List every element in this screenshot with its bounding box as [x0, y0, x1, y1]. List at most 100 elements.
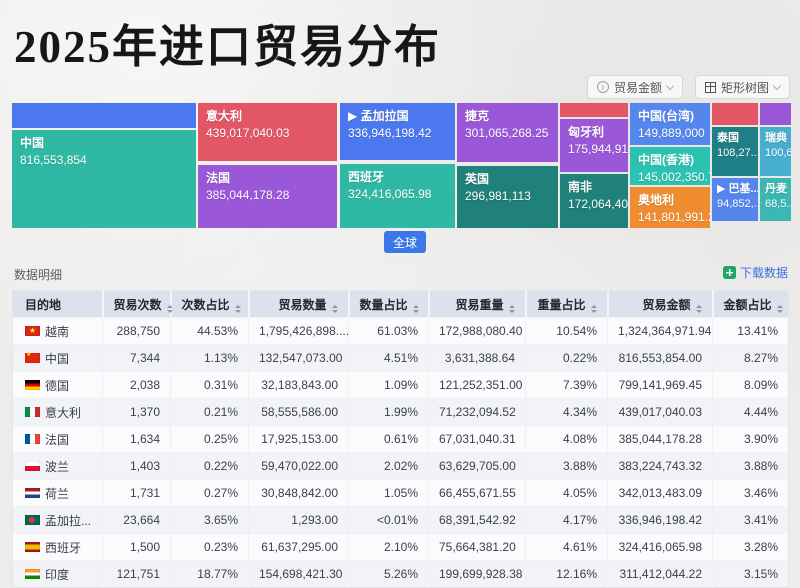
destination-cell: 中国 [12, 344, 103, 372]
sort-icon[interactable] [166, 304, 173, 313]
value-cell: 75,664,381.20 [428, 533, 526, 561]
sort-icon[interactable] [590, 304, 597, 313]
table-row[interactable]: 波兰 1,403 0.22% 59,470,022.00 2.02% 63,629,705… [12, 452, 789, 480]
treemap-node-9[interactable]: 匈牙利 175,944,910.58 [560, 119, 628, 172]
treemap-node-value: 385,044,178.28 [206, 188, 290, 202]
flag-icon-bd [25, 515, 40, 525]
column-header-label: 贸易重量 [455, 297, 504, 312]
treemap-node-8[interactable] [560, 103, 628, 117]
flag-icon-es [25, 542, 40, 552]
flag-icon-vn [25, 326, 40, 337]
table-row[interactable]: 荷兰 1,731 0.27% 30,848,842.00 1.05% 66,455,671… [12, 479, 789, 507]
treemap-node-3[interactable]: 法国 385,044,178.28 [198, 165, 337, 228]
excel-file-icon [722, 266, 736, 279]
value-cell: 4.44% [712, 398, 789, 426]
column-header-6[interactable]: 重量占比 [524, 290, 608, 318]
sort-icon[interactable] [695, 304, 702, 313]
treemap-node-16[interactable]: 泰国 108,27... [712, 127, 758, 176]
table-row[interactable]: 印度 121,751 18.77% 154,698,421.30 5.26% 199,69… [12, 560, 789, 588]
value-cell: 61,637,295.00 [248, 533, 349, 561]
treemap-node-7[interactable]: 英国 296,981,113 [457, 166, 558, 228]
treemap-node-19[interactable]: 丹麦 68,5... [760, 178, 791, 221]
chevron-down-icon [665, 81, 675, 90]
value-cell: 32,183,843.00 [248, 371, 349, 399]
value-cell: 121,751 [102, 560, 171, 588]
table-row[interactable]: 德国 2,038 0.31% 32,183,843.00 1.09% 121,252,35… [12, 371, 789, 399]
value-cell: 1.09% [348, 371, 429, 399]
treemap-root-button[interactable]: 全球 [384, 231, 426, 253]
flag-icon-in [25, 569, 40, 579]
destination-cell: 西班牙 [12, 533, 103, 561]
section-title: 数据明细 [14, 268, 63, 282]
treemap-node-10[interactable]: 南非 172,064,407.59 [560, 174, 628, 228]
metric-selector[interactable]: 贸易金额 [586, 75, 683, 99]
column-header-8[interactable]: 金额占比 [711, 290, 789, 318]
value-cell: 3.46% [712, 479, 789, 507]
treemap-node-label: 西班牙 [348, 170, 385, 184]
treemap-node-1[interactable]: 中国 816,553,854 [12, 130, 196, 228]
value-cell: <0.01% [348, 506, 429, 534]
sort-icon[interactable] [508, 304, 515, 313]
treemap-node-14[interactable] [712, 103, 758, 125]
chevron-down-icon [772, 81, 782, 90]
treemap-node-5[interactable]: 西班牙 324,416,065.98 [340, 164, 455, 228]
table-row[interactable]: 越南 288,75044.53%1,795,426,898....61.03%17… [12, 317, 789, 345]
table-row[interactable]: 意大利 1,370 0.21% 58,555,586.00 1.99% 71,232,09… [12, 398, 789, 426]
value-cell: 1,634 [102, 425, 171, 453]
sort-icon[interactable] [412, 304, 419, 313]
destination-name: 意大利 [45, 405, 82, 420]
value-cell: 13.41% [712, 317, 789, 345]
destination-name: 法国 [45, 432, 70, 447]
value-cell: 4.17% [525, 506, 608, 534]
value-cell: 67,031,040.31 [428, 425, 526, 453]
destination-cell: 德国 [12, 371, 103, 399]
value-cell: 12.16% [525, 560, 608, 588]
treemap-node-11[interactable]: 中国(台湾) 149,889,000 [630, 103, 710, 145]
table-row[interactable]: 中国 7,3441.13%132,547,073.004.51%3,631,388… [12, 344, 789, 372]
treemap-node-value: 439,017,040.03 [206, 126, 290, 140]
column-header-7[interactable]: 贸易金额 [606, 290, 713, 318]
treemap-node-4[interactable]: ▶ 孟加拉国 336,946,198.42 [340, 103, 455, 160]
column-header-label: 贸易次数 [113, 297, 162, 312]
value-cell: 17,925,153.00 [248, 425, 349, 453]
chart-type-selector[interactable]: 矩形树图 [694, 75, 790, 99]
value-cell: 4.61% [525, 533, 608, 561]
value-cell: 3.88% [712, 452, 789, 480]
download-data-link[interactable]: 下载数据 [722, 264, 788, 281]
treemap-node-label: 泰国 [717, 132, 739, 144]
value-cell: 4.05% [525, 479, 608, 507]
column-header-3[interactable]: 贸易数量 [247, 290, 349, 318]
destination-name: 西班牙 [45, 540, 82, 555]
column-header-1[interactable]: 贸易次数 [101, 290, 173, 318]
column-header-2[interactable]: 次数占比 [169, 290, 249, 318]
treemap-node-18[interactable]: ▶ 巴基... 94,852,... [712, 178, 758, 221]
treemap-node-15[interactable] [760, 103, 791, 125]
value-cell: 63,629,705.00 [428, 452, 526, 480]
treemap-node-17[interactable]: 瑞典 100,6... [760, 127, 791, 176]
table-row[interactable]: 西班牙 1,500 0.23% 61,637,295.00 2.10% 75,664,38… [12, 533, 789, 561]
column-header-5[interactable]: 贸易重量 [427, 290, 526, 318]
destination-cell: 越南 [12, 317, 103, 345]
treemap-node-label: ▶ 巴基... [717, 183, 758, 195]
treemap-node-value: 175,944,910.58 [568, 142, 628, 156]
treemap-node-12[interactable]: 中国(香港) 145,002,350.73 [630, 147, 710, 185]
treemap-node-value: 816,553,854 [20, 153, 87, 167]
table-row[interactable]: 法国 1,634 0.25% 17,925,153.00 0.61% 67,031,040… [12, 425, 789, 453]
chart-controls: 贸易金额 矩形树图 [586, 75, 790, 99]
value-cell: 1.13% [170, 344, 249, 372]
sort-icon[interactable] [331, 304, 338, 313]
value-cell: 816,553,854.00 [607, 344, 713, 372]
treemap-node-6[interactable]: 捷克 301,065,268.25 [457, 103, 558, 162]
sort-icon[interactable] [776, 304, 783, 313]
treemap-node-2[interactable]: 意大利 439,017,040.03 [198, 103, 337, 161]
treemap-node-0[interactable] [12, 103, 196, 128]
column-header-4[interactable]: 数量占比 [347, 290, 429, 318]
treemap-node-13[interactable]: 奥地利 141,801,991.26 [630, 187, 710, 228]
value-cell: 18.77% [170, 560, 249, 588]
treemap-node-label: 中国(香港) [638, 153, 694, 167]
table-row[interactable]: 孟加拉... 23,664 3.65% 1,293.00 <0.01% 68,391,54… [12, 506, 789, 534]
destination-name: 波兰 [45, 459, 70, 474]
value-cell: 23,664 [102, 506, 171, 534]
sort-icon[interactable] [234, 304, 241, 313]
